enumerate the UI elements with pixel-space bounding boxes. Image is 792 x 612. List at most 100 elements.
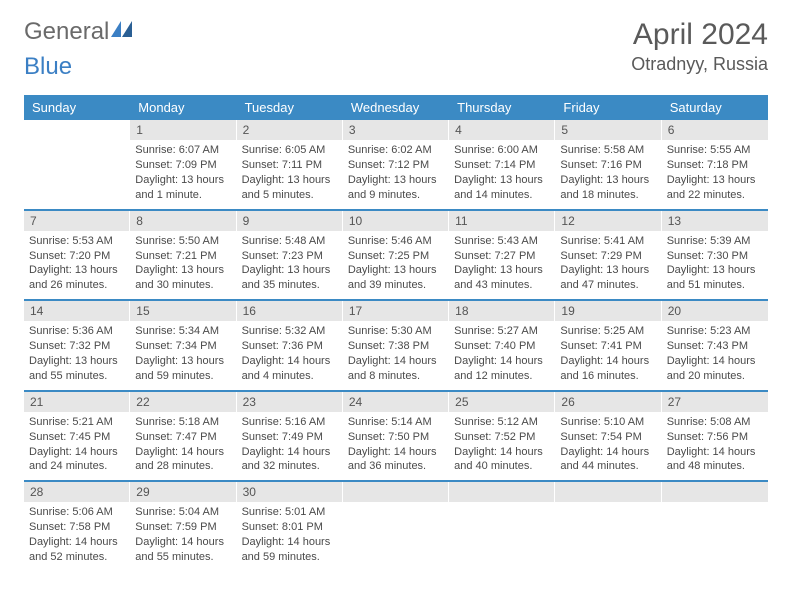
sunrise-text: Sunrise: 5:12 AM [454,415,550,430]
logo-text-2: Blue [24,53,72,81]
daylight-text: Daylight: 13 hours and 51 minutes. [667,263,763,293]
daylight-text: Daylight: 13 hours and 18 minutes. [560,173,656,203]
daylight-text: Daylight: 14 hours and 28 minutes. [135,445,231,475]
sunrise-text: Sunrise: 6:00 AM [454,143,550,158]
sunrise-text: Sunrise: 5:55 AM [667,143,763,158]
day-number: 9 [237,211,343,231]
daylight-text: Daylight: 14 hours and 8 minutes. [348,354,444,384]
sunset-text: Sunset: 7:23 PM [242,249,338,264]
day-number-empty [449,482,555,502]
sunrise-text: Sunrise: 5:58 AM [560,143,656,158]
sunset-text: Sunset: 7:29 PM [560,249,656,264]
day-cell [449,482,555,571]
calendar: SundayMondayTuesdayWednesdayThursdayFrid… [24,95,768,571]
day-header-row: SundayMondayTuesdayWednesdayThursdayFrid… [24,95,768,120]
day-cell: 17 Sunrise: 5:30 AMSunset: 7:38 PMDayligh… [343,301,449,390]
day-cell: 30Sunrise: 5:01 AMSunset: 8:01 PMDayligh… [237,482,343,571]
sunrise-text: Sunrise: 5:21 AM [29,415,125,430]
daylight-text: Daylight: 14 hours and 59 minutes. [242,535,338,565]
sunrise-text: Sunrise: 5:53 AM [29,234,125,249]
sunrise-text: Sunrise: 5:32 AM [242,324,338,339]
daylight-text: Daylight: 14 hours and 55 minutes. [135,535,231,565]
day-number: 12 [555,211,661,231]
sunrise-text: Sunrise: 5:04 AM [135,505,231,520]
daylight-text: Daylight: 14 hours and 16 minutes. [560,354,656,384]
daylight-text: Daylight: 14 hours and 40 minutes. [454,445,550,475]
sunset-text: Sunset: 7:54 PM [560,430,656,445]
sunset-text: Sunset: 7:34 PM [135,339,231,354]
day-cell: 13Sunrise: 5:39 AMSunset: 7:30 PMDayligh… [662,211,768,300]
day-cell: 9Sunrise: 5:48 AMSunset: 7:23 PMDaylight… [237,211,343,300]
day-cell: 22 Sunrise: 5:18 AMSunset: 7:47 PMDayligh… [130,392,236,481]
day-cell: 24Sunrise: 5:14 AMSunset: 7:50 PMDayligh… [343,392,449,481]
day-number: 8 [130,211,236,231]
day-number: 19 [555,301,661,321]
daylight-text: Daylight: 13 hours and 39 minutes. [348,263,444,293]
day-cell: 11Sunrise: 5:43 AMSunset: 7:27 PMDayligh… [449,211,555,300]
sunset-text: Sunset: 7:21 PM [135,249,231,264]
day-number: 26 [555,392,661,412]
day-number: 29 [130,482,236,502]
day-number-empty [662,482,768,502]
week-row: 28Sunrise: 5:06 AMSunset: 7:58 PMDayligh… [24,482,768,571]
day-header: Thursday [449,95,555,120]
day-number: 20 [662,301,768,321]
daylight-text: Daylight: 13 hours and 22 minutes. [667,173,763,203]
day-number: 6 [662,120,768,140]
day-number: 13 [662,211,768,231]
sunrise-text: Sunrise: 5:18 AM [135,415,231,430]
sunrise-text: Sunrise: 5:23 AM [667,324,763,339]
sunset-text: Sunset: 7:50 PM [348,430,444,445]
day-number: 16 [237,301,343,321]
sunset-text: Sunset: 7:14 PM [454,158,550,173]
day-cell: 19Sunrise: 5:25 AMSunset: 7:41 PMDayligh… [555,301,661,390]
day-number: 3 [343,120,449,140]
daylight-text: Daylight: 14 hours and 20 minutes. [667,354,763,384]
day-cell [343,482,449,571]
logo: General [24,18,135,46]
sunrise-text: Sunrise: 5:25 AM [560,324,656,339]
sunset-text: Sunset: 7:58 PM [29,520,125,535]
sunset-text: Sunset: 7:56 PM [667,430,763,445]
day-number: 25 [449,392,555,412]
day-number: 14 [24,301,130,321]
sunset-text: Sunset: 7:47 PM [135,430,231,445]
day-number: 15 [130,301,236,321]
daylight-text: Daylight: 13 hours and 35 minutes. [242,263,338,293]
sunset-text: Sunset: 7:09 PM [135,158,231,173]
sunrise-text: Sunrise: 5:30 AM [348,324,444,339]
daylight-text: Daylight: 14 hours and 12 minutes. [454,354,550,384]
day-number: 11 [449,211,555,231]
day-number: 24 [343,392,449,412]
daylight-text: Daylight: 13 hours and 26 minutes. [29,263,125,293]
week-row: 14Sunrise: 5:36 AMSunset: 7:32 PMDayligh… [24,301,768,392]
sunrise-text: Sunrise: 5:41 AM [560,234,656,249]
sunrise-text: Sunrise: 5:10 AM [560,415,656,430]
sunset-text: Sunset: 7:27 PM [454,249,550,264]
sunrise-text: Sunrise: 6:07 AM [135,143,231,158]
sunrise-text: Sunrise: 5:01 AM [242,505,338,520]
sunset-text: Sunset: 7:30 PM [667,249,763,264]
daylight-text: Daylight: 13 hours and 30 minutes. [135,263,231,293]
day-number: 2 [237,120,343,140]
sunset-text: Sunset: 7:18 PM [667,158,763,173]
sunrise-text: Sunrise: 5:08 AM [667,415,763,430]
day-number: 22 [130,392,236,412]
sunset-text: Sunset: 7:45 PM [29,430,125,445]
sunrise-text: Sunrise: 6:05 AM [242,143,338,158]
sunset-text: Sunset: 7:38 PM [348,339,444,354]
day-number: 28 [24,482,130,502]
sunset-text: Sunset: 7:12 PM [348,158,444,173]
daylight-text: Daylight: 13 hours and 5 minutes. [242,173,338,203]
sunrise-text: Sunrise: 6:02 AM [348,143,444,158]
daylight-text: Daylight: 13 hours and 14 minutes. [454,173,550,203]
day-number: 17 [343,301,449,321]
logo-text-1: General [24,18,109,46]
day-cell: 23Sunrise: 5:16 AMSunset: 7:49 PMDayligh… [237,392,343,481]
month-title: April 2024 [631,18,768,52]
daylight-text: Daylight: 13 hours and 47 minutes. [560,263,656,293]
sunset-text: Sunset: 7:20 PM [29,249,125,264]
location: Otradnyy, Russia [631,54,768,75]
day-cell [555,482,661,571]
day-number: 21 [24,392,130,412]
